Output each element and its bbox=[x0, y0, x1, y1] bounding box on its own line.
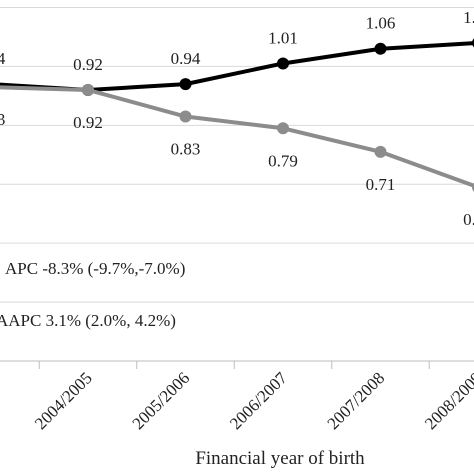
data-label: 0.94 bbox=[171, 49, 201, 68]
x-tick-label: 2004/2005 bbox=[31, 368, 96, 433]
data-label: 1.01 bbox=[268, 28, 298, 47]
marker bbox=[179, 78, 192, 91]
marker bbox=[82, 83, 94, 96]
data-label: 0.92 bbox=[73, 55, 103, 74]
marker bbox=[277, 57, 289, 70]
x-tick-label: 2008/2009 bbox=[421, 368, 474, 433]
data-label: 0.83 bbox=[171, 139, 201, 158]
x-tick-label: 2005/2006 bbox=[128, 368, 193, 433]
x-tick-label: 2007/2008 bbox=[323, 368, 388, 433]
marker bbox=[277, 122, 289, 135]
x-tick-label: 2006/2007 bbox=[226, 368, 291, 433]
data-label: 0.59 bbox=[463, 210, 474, 229]
annotation: AAPC 3.1% (2.0%, 4.2%) bbox=[0, 311, 176, 330]
series-line bbox=[0, 85, 474, 188]
x-axis-title: Financial year of birth bbox=[195, 448, 365, 469]
data-label: 0.71 bbox=[366, 175, 396, 194]
marker bbox=[374, 42, 387, 55]
annotation: APC -8.3% (-9.7%,-7.0%) bbox=[5, 259, 185, 278]
data-label: 0.93 bbox=[0, 110, 5, 129]
data-label: 0.92 bbox=[73, 113, 103, 132]
data-label: 1.08 bbox=[463, 8, 474, 27]
data-label: 1.06 bbox=[366, 14, 396, 33]
data-label: 0.94 bbox=[0, 49, 6, 68]
marker bbox=[374, 145, 387, 158]
marker bbox=[179, 110, 192, 123]
data-label: 0.79 bbox=[268, 151, 298, 170]
